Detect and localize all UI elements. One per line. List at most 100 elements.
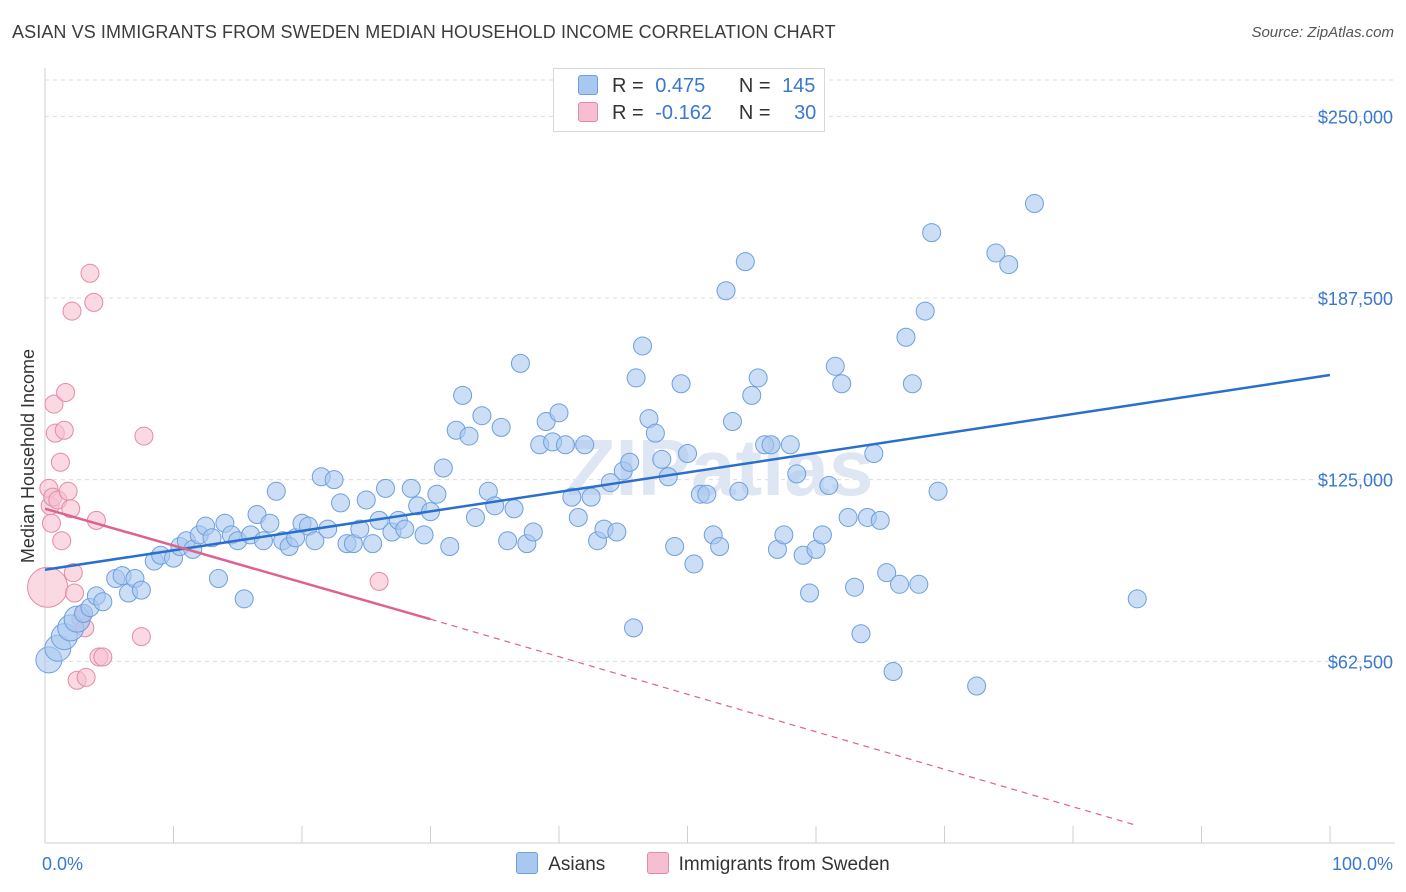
point-asians [1024, 194, 1044, 214]
point-asians [742, 385, 762, 405]
point-asians [812, 525, 832, 545]
point-asians [832, 374, 852, 394]
point-asians [350, 519, 370, 539]
point-asians [761, 435, 781, 455]
y-tick-label: $125,000 [1318, 471, 1393, 491]
point-asians [491, 417, 511, 437]
grid-lines [45, 79, 1395, 662]
n-label: N = [738, 102, 771, 124]
point-asians [555, 435, 575, 455]
point-asians [665, 537, 685, 557]
point-sweden [44, 394, 64, 414]
point-asians [870, 510, 890, 530]
point-asians [748, 368, 768, 388]
point-asians [459, 426, 479, 446]
legend-row-asians: R = 0.475 N = 145 [578, 75, 815, 98]
trend-line-asians [44, 373, 1331, 572]
point-asians [465, 507, 485, 527]
point-asians [890, 574, 910, 594]
point-sweden [27, 566, 69, 608]
point-sweden [80, 263, 100, 283]
legend-swatch-pink [578, 102, 598, 122]
point-asians [562, 487, 582, 507]
point-asians [266, 481, 286, 501]
point-asians [234, 589, 254, 609]
series-legend: Asians Immigrants from Sweden [0, 852, 1406, 876]
point-asians [845, 577, 865, 597]
r-label: R = [612, 75, 644, 97]
point-sweden [131, 627, 151, 647]
point-asians [253, 531, 273, 551]
legend-item-asians[interactable]: Asians [516, 852, 605, 876]
point-sweden [50, 452, 70, 472]
point-asians [678, 444, 697, 464]
point-asians [363, 534, 383, 554]
point-asians [208, 568, 228, 588]
series-asians [35, 194, 1147, 696]
point-asians [305, 531, 325, 551]
point-asians [549, 403, 569, 423]
r-value-sweden: -0.162 [655, 102, 712, 124]
chart-title: ASIAN VS IMMIGRANTS FROM SWEDEN MEDIAN H… [12, 22, 836, 42]
x-tick-label-max: 100.0% [1332, 854, 1393, 874]
legend-label-asians: Asians [548, 854, 606, 875]
point-asians [626, 368, 646, 388]
point-asians [780, 435, 800, 455]
point-asians [883, 662, 903, 682]
point-asians [645, 423, 665, 443]
point-sweden [61, 499, 81, 519]
point-asians [523, 522, 543, 542]
point-asians [716, 281, 736, 301]
point-asians [93, 592, 113, 612]
point-asians [331, 493, 351, 513]
point-asians [427, 484, 447, 504]
x-tick-labels: 0.0% 100.0% [42, 854, 1393, 874]
point-asians [401, 478, 421, 498]
y-tick-label: $62,500 [1328, 652, 1393, 672]
point-asians [735, 252, 755, 272]
point-sweden [84, 292, 104, 312]
point-asians [922, 223, 942, 243]
trend-line-sweden-extension [430, 618, 1138, 827]
source-label: Source: ZipAtlas.com [1251, 24, 1394, 41]
point-asians [498, 531, 518, 551]
legend-label-sweden: Immigrants from Sweden [678, 854, 890, 875]
point-asians [710, 537, 730, 557]
legend-swatch-asians [516, 852, 539, 874]
point-sweden [41, 513, 61, 533]
point-asians [851, 624, 871, 644]
point-asians [652, 449, 672, 469]
n-value-sweden: 30 [794, 102, 817, 124]
point-asians [581, 487, 601, 507]
point-asians [510, 353, 530, 373]
point-asians [131, 580, 151, 600]
correlation-legend: R = 0.475 N = 145 R = -0.162 N = 30 [553, 68, 825, 132]
point-asians [356, 490, 376, 510]
point-sweden [54, 420, 74, 440]
point-asians [575, 435, 595, 455]
point-sweden [93, 647, 113, 667]
legend-item-sweden[interactable]: Immigrants from Sweden [646, 852, 890, 876]
point-sweden [63, 563, 83, 583]
point-asians [896, 327, 916, 347]
point-asians [909, 574, 929, 594]
point-asians [722, 412, 742, 432]
point-asians [671, 374, 691, 394]
point-asians [414, 525, 434, 545]
point-asians [819, 475, 839, 495]
legend-swatch-sweden [646, 852, 669, 874]
point-asians [1127, 589, 1147, 609]
point-asians [787, 464, 807, 484]
point-asians [607, 522, 627, 542]
point-asians [620, 452, 640, 472]
y-tick-label: $250,000 [1318, 107, 1393, 127]
trend-lines [44, 373, 1331, 827]
n-value-asians: 145 [782, 75, 816, 97]
point-asians [324, 470, 344, 490]
point-asians [825, 356, 845, 376]
point-asians [729, 481, 749, 501]
point-asians [697, 484, 717, 504]
point-asians [838, 507, 858, 527]
point-asians [986, 243, 1006, 263]
